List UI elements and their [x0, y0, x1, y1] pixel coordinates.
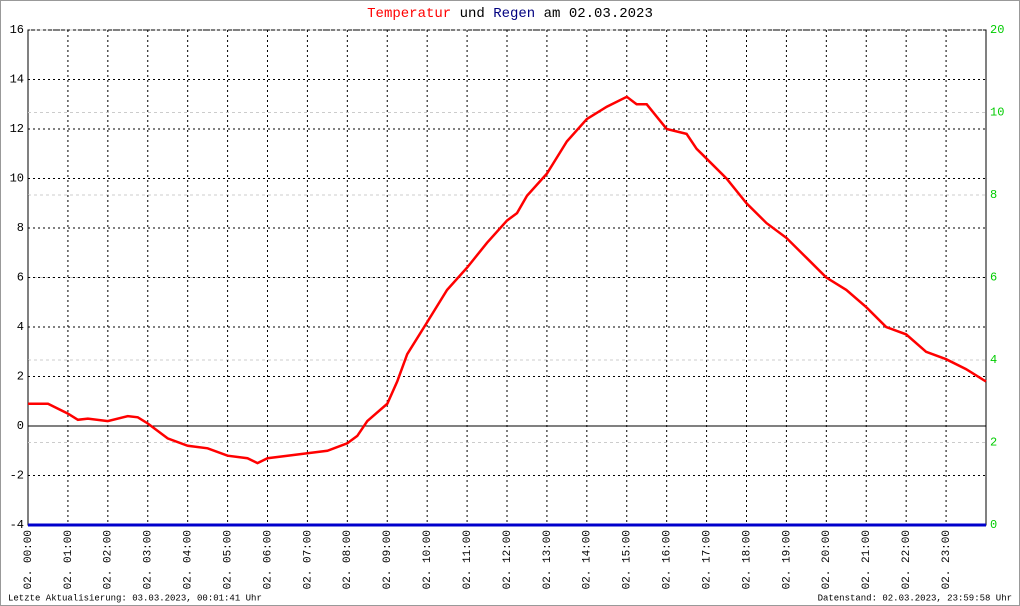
y-tick-label: 14 — [10, 73, 24, 87]
y-tick-label: -4 — [10, 518, 24, 532]
title-part: am 02.03.2023 — [544, 6, 653, 22]
y2-tick-label: 20 — [990, 23, 1004, 37]
x-tick-label: 02. 15:00 — [622, 530, 634, 589]
x-tick-label: 02. 01:00 — [63, 530, 75, 589]
y2-tick-label: 10 — [990, 106, 1004, 120]
y-tick-label: 16 — [10, 23, 24, 37]
x-tick-label: 02. 16:00 — [662, 530, 674, 589]
footer-left: Letzte Aktualisierung: 03.03.2023, 00:01… — [8, 593, 262, 603]
y2-tick-label: 6 — [990, 271, 997, 285]
title-part: und — [460, 6, 485, 22]
x-tick-label: 02. 04:00 — [183, 530, 195, 589]
x-tick-label: 02. 02:00 — [103, 530, 115, 589]
x-tick-label: 02. 18:00 — [741, 530, 753, 589]
x-tick-label: 02. 17:00 — [701, 530, 713, 589]
x-tick-label: 02. 13:00 — [542, 530, 554, 589]
y-tick-label: 2 — [17, 370, 24, 384]
x-tick-label: 02. 08:00 — [342, 530, 354, 589]
x-tick-label: 02. 10:00 — [422, 530, 434, 589]
data-line — [28, 95, 987, 465]
x-tick-label: 02. 20:00 — [821, 530, 833, 589]
title-part: Temperatur — [367, 6, 451, 22]
x-tick-label: 02. 23:00 — [941, 530, 953, 589]
x-tick-label: 02. 00:00 — [23, 530, 35, 589]
x-tick-label: 02. 09:00 — [382, 530, 394, 589]
y-tick-label: 12 — [10, 122, 24, 136]
x-tick-label: 02. 03:00 — [143, 530, 155, 589]
x-tick-label: 02. 06:00 — [262, 530, 274, 589]
y-tick-label: 10 — [10, 172, 24, 186]
x-tick-label: 02. 21:00 — [861, 530, 873, 589]
y-tick-label: 4 — [17, 320, 24, 334]
y-tick-label: 6 — [17, 271, 24, 285]
y-tick-label: 8 — [17, 221, 24, 235]
x-tick-label: 02. 19:00 — [781, 530, 793, 589]
y2-tick-label: 8 — [990, 188, 997, 202]
x-tick-label: 02. 05:00 — [222, 530, 234, 589]
chart-title: Temperatur und Regen am 02.03.2023 — [367, 6, 653, 22]
y2-tick-label: 2 — [990, 436, 997, 450]
y-tick-label: 0 — [17, 419, 24, 433]
x-tick-label: 02. 14:00 — [582, 530, 594, 589]
title-part: Regen — [493, 6, 535, 22]
x-tick-label: 02. 11:00 — [462, 530, 474, 589]
x-tick-label: 02. 12:00 — [502, 530, 514, 589]
y2-tick-label: 4 — [990, 353, 997, 367]
x-tick-label: 02. 22:00 — [901, 530, 913, 589]
footer-right: Datenstand: 02.03.2023, 23:59:58 Uhr — [818, 593, 1012, 603]
y-tick-label: -2 — [10, 469, 24, 483]
y2-tick-label: 0 — [990, 518, 997, 532]
x-tick-label: 02. 07:00 — [302, 530, 314, 589]
